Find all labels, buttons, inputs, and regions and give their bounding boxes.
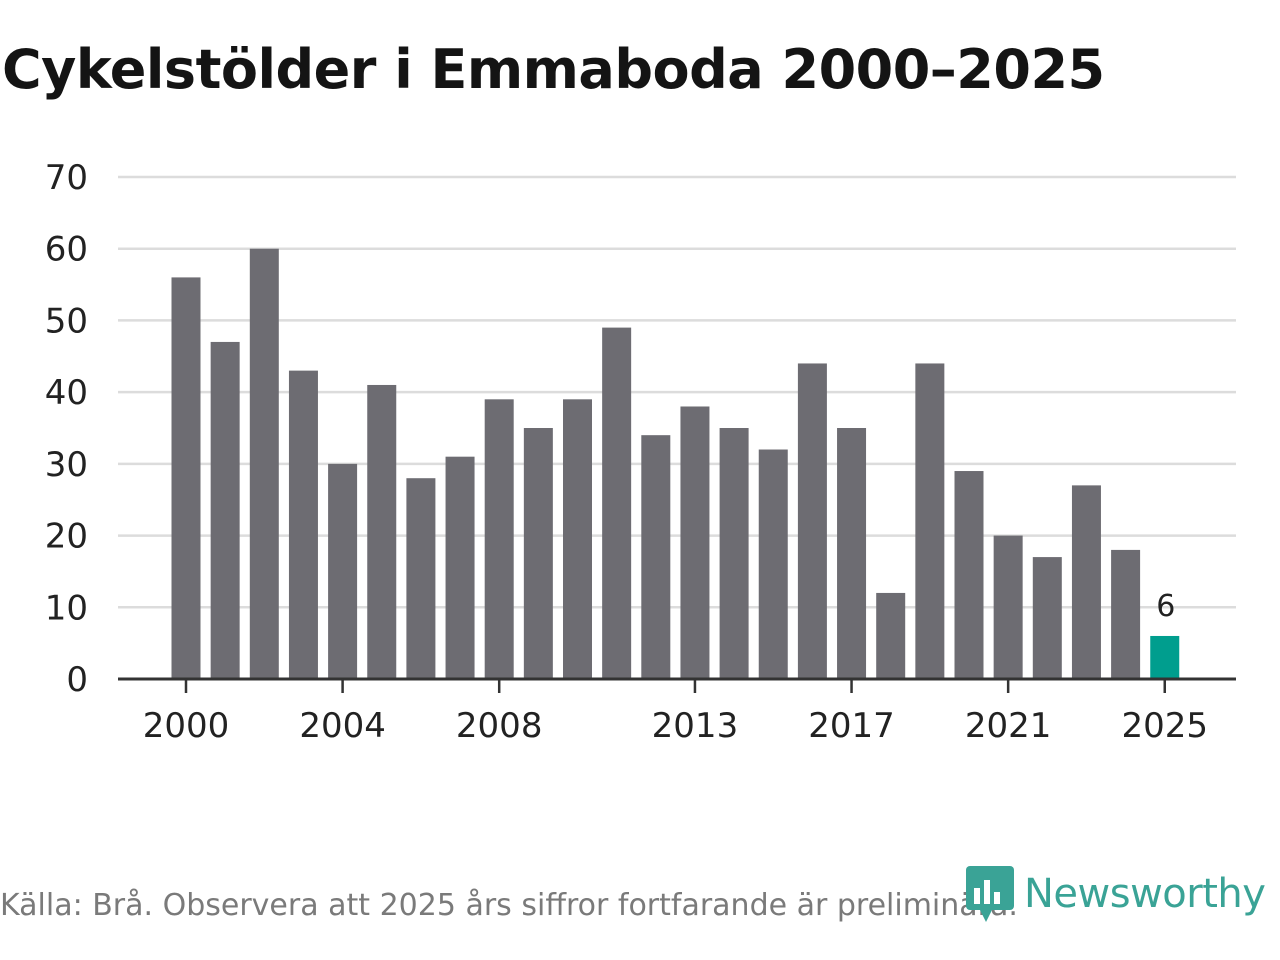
- chart-title: Cykelstölder i Emmaboda 2000–2025: [2, 38, 1105, 101]
- x-tick-label: 2000: [143, 706, 230, 746]
- bar-2013: [680, 406, 710, 679]
- y-tick-label: 0: [66, 660, 88, 700]
- y-tick-label: 70: [45, 158, 88, 198]
- bar-2003: [288, 370, 318, 679]
- bar-2004: [328, 463, 358, 679]
- bar-2012: [641, 435, 671, 679]
- bar-2021: [993, 535, 1023, 679]
- bar-2017: [837, 428, 867, 679]
- y-tick-label: 50: [45, 301, 88, 341]
- y-tick-label: 20: [45, 517, 88, 557]
- brand-logo: Newsworthy: [964, 864, 1266, 924]
- bar-chart: 0 10 20 30 40 50 60 70 6 2000 2004 2008 2013 2017 2021…: [45, 158, 1236, 746]
- x-tick-label: 2017: [808, 706, 895, 746]
- bar-2007: [445, 456, 475, 679]
- bar-2014: [719, 428, 749, 679]
- data-label-2025: 6: [1156, 589, 1175, 624]
- y-tick-label: 60: [45, 230, 88, 270]
- bar-2025: [1150, 635, 1180, 679]
- x-tick-label: 2021: [965, 706, 1052, 746]
- bar-2024: [1111, 549, 1141, 679]
- source-note: Källa: Brå. Observera att 2025 års siffr…: [0, 888, 1018, 923]
- brand-name: Newsworthy: [1024, 871, 1266, 917]
- bar-2010: [563, 399, 592, 679]
- bar-2008: [484, 399, 514, 679]
- bar-2018: [876, 592, 906, 679]
- y-tick-label: 10: [45, 588, 88, 628]
- bar-2000: [171, 277, 201, 679]
- x-tick-label: 2025: [1121, 706, 1208, 746]
- bar-2001: [210, 341, 240, 679]
- bar-2019: [915, 363, 945, 679]
- bar-2006: [406, 478, 436, 679]
- x-tick-label: 2004: [299, 706, 386, 746]
- bar-2015: [758, 449, 788, 679]
- x-tick-label: 2008: [456, 706, 543, 746]
- newsworthy-logo-icon: [966, 866, 1014, 922]
- bar-2020: [954, 471, 984, 679]
- x-tick-label: 2013: [652, 706, 739, 746]
- bar-2005: [367, 384, 397, 679]
- bar-2002: [249, 248, 279, 679]
- bar-2023: [1071, 485, 1101, 679]
- bar-2022: [1032, 557, 1062, 679]
- bar-2011: [602, 327, 632, 679]
- y-tick-label: 40: [45, 373, 88, 413]
- bar-2016: [797, 363, 827, 679]
- y-tick-label: 30: [45, 445, 88, 485]
- bar-2009: [523, 428, 553, 679]
